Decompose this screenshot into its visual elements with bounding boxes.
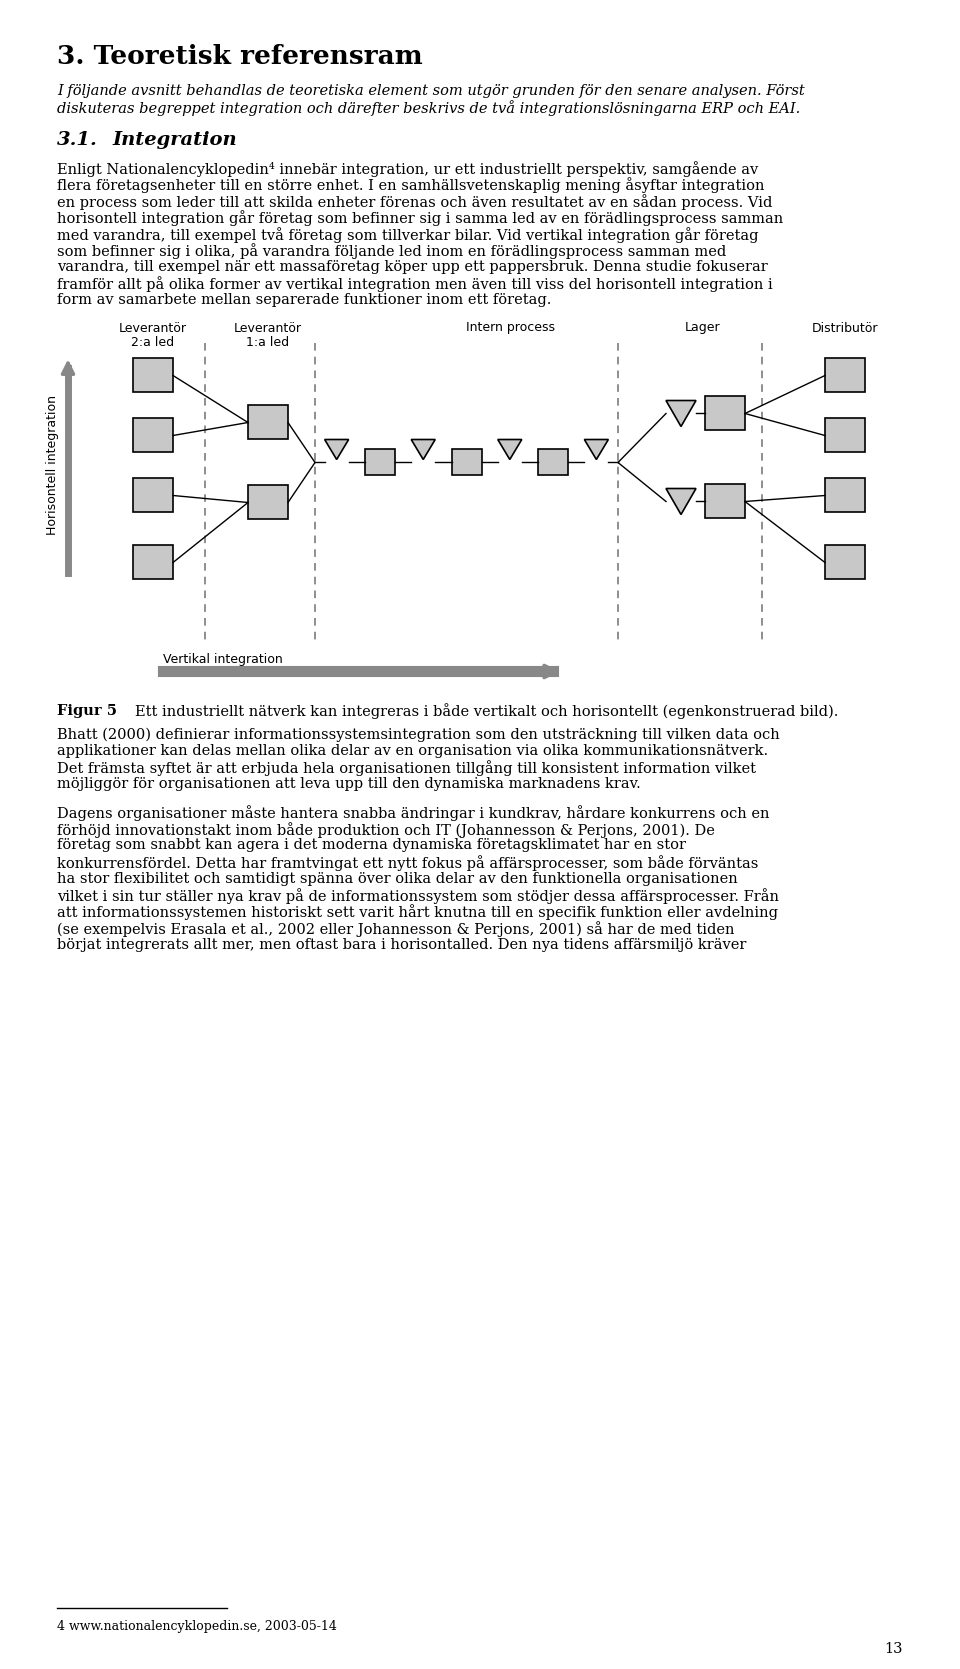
Text: 3.1.: 3.1. <box>57 130 98 149</box>
Text: som befinner sig i olika, på varandra följande led inom en förädlingsprocess sam: som befinner sig i olika, på varandra fö… <box>57 244 727 259</box>
Bar <box>705 484 745 519</box>
Bar <box>705 397 745 431</box>
Text: Intern process: Intern process <box>466 322 555 334</box>
Text: flera företagsenheter till en större enhet. I en samhällsvetenskaplig mening åsy: flera företagsenheter till en större enh… <box>57 177 764 194</box>
Text: Figur 5: Figur 5 <box>57 704 117 718</box>
Text: vilket i sin tur ställer nya krav på de informationssystem som stödjer dessa aff: vilket i sin tur ställer nya krav på de … <box>57 888 779 905</box>
Bar <box>133 546 173 579</box>
Text: form av samarbete mellan separerade funktioner inom ett företag.: form av samarbete mellan separerade funk… <box>57 294 551 307</box>
Text: 4 www.nationalencyklopedin.se, 2003-05-14: 4 www.nationalencyklopedin.se, 2003-05-1… <box>57 1621 337 1632</box>
Text: Ett industriellt nätverk kan integreras i både vertikalt och horisontellt (egenk: Ett industriellt nätverk kan integreras … <box>135 704 838 719</box>
Text: applikationer kan delas mellan olika delar av en organisation via olika kommunik: applikationer kan delas mellan olika del… <box>57 744 768 758</box>
Text: I följande avsnitt behandlas de teoretiska element som utgör grunden för den sen: I följande avsnitt behandlas de teoretis… <box>57 83 804 98</box>
Text: varandra, till exempel när ett massaföretag köper upp ett pappersbruk. Denna stu: varandra, till exempel när ett massaföre… <box>57 260 768 274</box>
Text: Leverantör
1:a led: Leverantör 1:a led <box>234 322 302 349</box>
Bar <box>538 449 568 476</box>
Bar <box>825 479 865 512</box>
Text: Det främsta syftet är att erbjuda hela organisationen tillgång till konsistent i: Det främsta syftet är att erbjuda hela o… <box>57 761 756 776</box>
Text: att informationssystemen historiskt sett varit hårt knutna till en specifik funk: att informationssystemen historiskt sett… <box>57 905 778 920</box>
Bar <box>133 419 173 452</box>
Bar <box>133 359 173 392</box>
Text: diskuteras begreppet integration och därefter beskrivs de två integrationslösnin: diskuteras begreppet integration och där… <box>57 100 801 117</box>
Text: Integration: Integration <box>112 130 236 149</box>
Bar <box>825 359 865 392</box>
Bar <box>248 406 288 439</box>
Bar <box>365 449 395 476</box>
Text: 3. Teoretisk referensram: 3. Teoretisk referensram <box>57 43 422 68</box>
Bar <box>825 546 865 579</box>
Text: Leverantör
2:a led: Leverantör 2:a led <box>119 322 187 349</box>
Text: börjat integrerats allt mer, men oftast bara i horisontalled. Den nya tidens aff: börjat integrerats allt mer, men oftast … <box>57 938 746 951</box>
Text: med varandra, till exempel två företag som tillverkar bilar. Vid vertikal integr: med varandra, till exempel två företag s… <box>57 227 758 244</box>
Polygon shape <box>585 439 609 459</box>
Text: Distributör: Distributör <box>812 322 878 334</box>
Text: Lager: Lager <box>685 322 721 334</box>
Polygon shape <box>666 401 696 427</box>
Polygon shape <box>324 439 348 459</box>
Polygon shape <box>498 439 522 459</box>
Text: en process som leder till att skilda enheter förenas och även resultatet av en s: en process som leder till att skilda enh… <box>57 194 773 210</box>
Text: ha stor flexibilitet och samtidigt spänna över olika delar av den funktionella o: ha stor flexibilitet och samtidigt spänn… <box>57 871 737 886</box>
Text: framför allt på olika former av vertikal integration men även till viss del hori: framför allt på olika former av vertikal… <box>57 277 773 292</box>
Text: (se exempelvis Erasala et al., 2002 eller Johannesson & Perjons, 2001) så har de: (se exempelvis Erasala et al., 2002 elle… <box>57 921 734 936</box>
Text: företag som snabbt kan agera i det moderna dynamiska företagsklimatet har en sto: företag som snabbt kan agera i det moder… <box>57 838 686 853</box>
Text: Vertikal integration: Vertikal integration <box>163 654 283 666</box>
Text: horisontell integration går företag som befinner sig i samma led av en förädling: horisontell integration går företag som … <box>57 210 783 227</box>
Text: förhöjd innovationstakt inom både produktion och IT (Johannesson & Perjons, 2001: förhöjd innovationstakt inom både produk… <box>57 823 715 838</box>
Polygon shape <box>411 439 435 459</box>
Text: möjliggör för organisationen att leva upp till den dynamiska marknadens krav.: möjliggör för organisationen att leva up… <box>57 778 640 791</box>
Text: Horisontell integration: Horisontell integration <box>46 396 60 536</box>
Text: Enligt Nationalencyklopedin⁴ innebär integration, ur ett industriellt perspektiv: Enligt Nationalencyklopedin⁴ innebär int… <box>57 160 758 177</box>
Text: Dagens organisationer måste hantera snabba ändringar i kundkrav, hårdare konkurr: Dagens organisationer måste hantera snab… <box>57 806 770 821</box>
Text: 13: 13 <box>884 1642 903 1656</box>
Bar <box>133 479 173 512</box>
Bar <box>451 449 482 476</box>
Text: Bhatt (2000) definierar informationssystemsintegration som den utsträckning till: Bhatt (2000) definierar informationssyst… <box>57 728 780 743</box>
Polygon shape <box>666 489 696 514</box>
Text: konkurrensfördel. Detta har framtvingat ett nytt fokus på affärsprocesser, som b: konkurrensfördel. Detta har framtvingat … <box>57 855 758 871</box>
Bar <box>248 486 288 519</box>
Bar <box>825 419 865 452</box>
